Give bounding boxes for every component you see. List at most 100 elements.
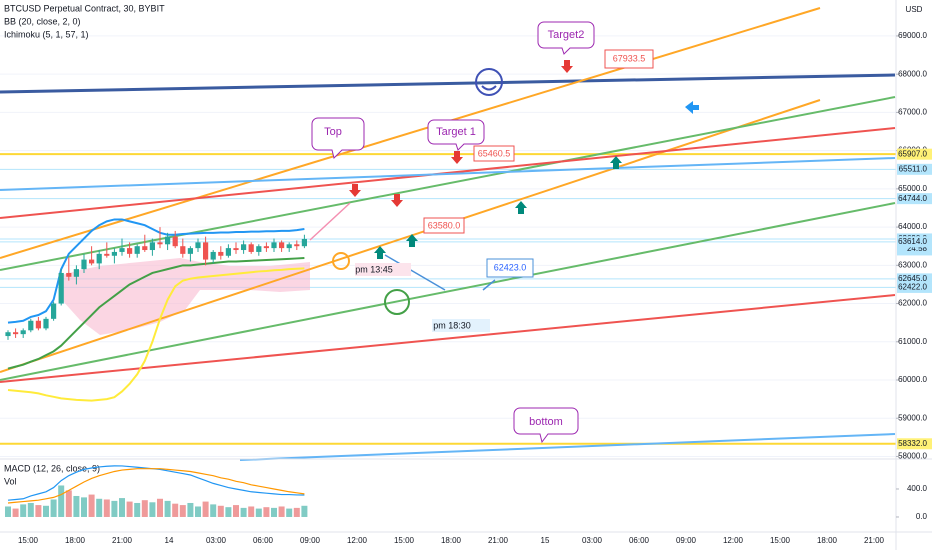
- callout-bubble: [537, 21, 595, 55]
- x-tick-label: 12:00: [723, 536, 744, 545]
- volume-bar: [103, 499, 110, 517]
- indicator-line: [7, 218, 305, 324]
- candle-body: [271, 242, 277, 249]
- macd-line: [7, 468, 305, 504]
- callout-bubble: [311, 117, 365, 159]
- arrow-line: [309, 202, 351, 241]
- x-tick-label: 21:00: [112, 536, 133, 545]
- price-label-bg: [897, 193, 932, 205]
- trend-line: [0, 99, 821, 373]
- price-label-bg: [897, 273, 932, 285]
- indicator-line: [7, 267, 305, 402]
- countdown: 24:58: [907, 244, 928, 253]
- x-tick-label: 09:00: [300, 536, 321, 545]
- y-tick-label: 400.0: [907, 484, 928, 493]
- callout-text: Target2: [548, 29, 585, 41]
- price-label-bg: [897, 281, 932, 293]
- trend-line: [0, 96, 896, 271]
- candle-body: [195, 242, 201, 249]
- level-box: [473, 145, 515, 162]
- y-tick-label: 65000.0: [898, 184, 927, 193]
- price-label: 63614.0: [898, 237, 927, 246]
- candle-body: [172, 236, 178, 247]
- candle-body: [210, 251, 216, 260]
- candle-body: [96, 253, 102, 264]
- price-label: 64744.0: [898, 194, 927, 203]
- y-tick-label: 60000.0: [898, 375, 927, 384]
- candle-body: [301, 238, 307, 247]
- indicator-label: Ichimoku (5, 1, 57, 1): [4, 29, 89, 39]
- volume-bar: [73, 495, 80, 517]
- volume-bar: [65, 490, 72, 517]
- x-tick-label: 15:00: [770, 536, 791, 545]
- x-tick-label: 21:00: [864, 536, 885, 545]
- x-tick-label: 09:00: [676, 536, 697, 545]
- candle-body: [225, 248, 231, 256]
- time-box: [432, 319, 490, 332]
- x-tick-label: 03:00: [582, 536, 603, 545]
- x-tick-label: 06:00: [629, 536, 650, 545]
- down-arrow: [349, 184, 361, 197]
- volume-bar: [195, 506, 201, 517]
- y-tick-label: 69000.0: [898, 31, 927, 40]
- candle-body: [13, 332, 19, 335]
- price-label: 65511.0: [899, 164, 928, 173]
- volume-bar: [12, 508, 19, 517]
- volume-bar: [27, 502, 34, 517]
- candle-body: [142, 246, 148, 251]
- arrow-line: [384, 254, 446, 291]
- volume-bar: [157, 498, 163, 517]
- down-arrow: [561, 60, 573, 73]
- smile: [481, 85, 497, 91]
- candle-body: [157, 242, 163, 245]
- volume-bar: [248, 506, 255, 517]
- x-tick-label: 18:00: [441, 536, 462, 545]
- x-tick-label: 15:00: [394, 536, 415, 545]
- volume-bar: [293, 507, 300, 517]
- trend-line: [239, 433, 896, 461]
- volume-bar: [134, 502, 141, 517]
- volume-bar: [210, 504, 217, 517]
- arrow-line: [482, 279, 496, 291]
- volume-bar: [58, 485, 65, 517]
- volume-bar: [179, 505, 186, 517]
- volume-bar: [81, 497, 87, 517]
- drawings: [0, 7, 896, 461]
- volume-bar: [233, 505, 239, 517]
- y-tick-label: 68000.0: [898, 69, 927, 78]
- level-box: [604, 49, 654, 69]
- level-text: 67933.5: [613, 53, 646, 63]
- y-tick-label: 0.0: [916, 512, 928, 521]
- trend-line: [0, 73, 896, 94]
- candle-body: [294, 244, 300, 247]
- candle-body: [286, 244, 292, 249]
- candle-body: [279, 242, 285, 249]
- y-tick-label: 61000.0: [898, 337, 927, 346]
- volume-bar: [202, 501, 209, 517]
- y-tick-label: 59000.0: [898, 413, 927, 422]
- volume-bar: [263, 507, 270, 517]
- happy-face: [475, 68, 503, 96]
- candle-body: [73, 269, 79, 277]
- x-tick-label: 15: [541, 536, 550, 545]
- price-label: 62422.0: [898, 283, 927, 292]
- time-text: pm 13:45: [355, 264, 393, 274]
- candle-body: [28, 320, 34, 331]
- callouts: Top Target2 Target 1 bottom 67933.5 6546…: [311, 21, 654, 444]
- level-text: 62423.0: [494, 262, 527, 272]
- level-box: [423, 217, 465, 234]
- indicator-line: [7, 257, 305, 370]
- candle-body: [241, 244, 247, 251]
- level-box: [486, 258, 534, 278]
- candle-body: [5, 332, 11, 337]
- candle-body: [20, 330, 26, 335]
- price-label-bg: [897, 148, 932, 160]
- x-tick-label: 18:00: [817, 536, 838, 545]
- candle-body: [58, 272, 64, 304]
- volume-bar: [217, 505, 224, 517]
- candle-body: [218, 251, 224, 256]
- volume-bar: [164, 500, 171, 517]
- candle-body: [81, 259, 87, 270]
- currency-label: USD: [906, 5, 923, 14]
